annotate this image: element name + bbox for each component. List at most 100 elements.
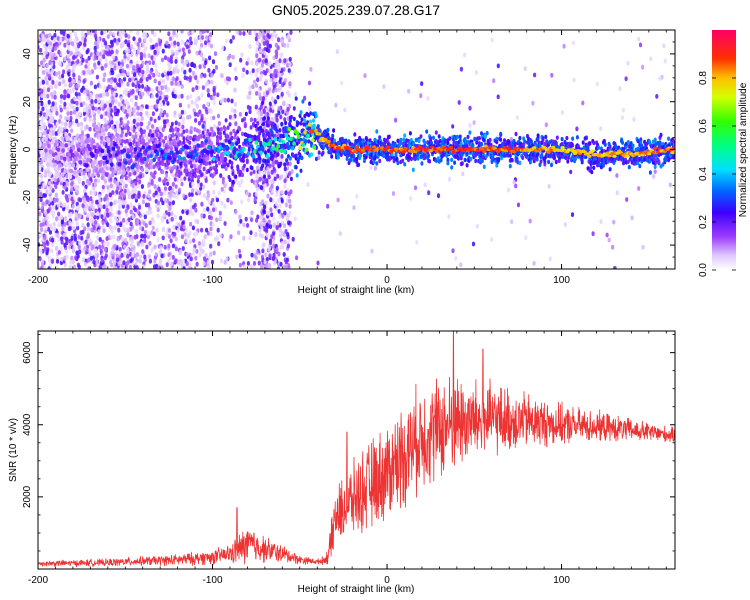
spectrogram-noise-cell (205, 227, 209, 233)
spectrogram-noise-cell (91, 30, 95, 33)
spectrogram-noise-cell (157, 80, 161, 86)
spectrogram-halo-cell (109, 116, 113, 121)
spectrogram-noise-cell (132, 118, 136, 124)
spectrogram-noise-cell (248, 85, 252, 91)
spectrogram-noise-cell (288, 210, 292, 216)
spectrogram-noise-cell (183, 110, 187, 116)
spectrogram-noise-cell (129, 221, 133, 227)
spectrogram-noise-cell (71, 78, 75, 84)
spectrogram-noise-cell (355, 194, 359, 199)
spectrogram-noise-cell (172, 225, 176, 230)
spectrogram-noise-cell (51, 80, 55, 85)
spectrogram-halo-cell (132, 128, 136, 133)
spectrogram-noise-cell (153, 244, 157, 250)
spectrogram-noise-cell (111, 99, 115, 105)
spectrogram-noise-cell (618, 86, 622, 91)
spectrogram-noise-cell (194, 39, 198, 44)
spectrogram-noise-cell (51, 205, 56, 210)
spectrogram-halo-cell (200, 172, 204, 177)
spectrogram-noise-cell (283, 43, 287, 48)
spectrogram-halo-cell (210, 141, 214, 146)
spectrogram-noise-cell (132, 47, 136, 53)
spectrogram-noise-cell (209, 215, 213, 221)
spectrogram-halo-cell (249, 125, 253, 130)
spectrogram-noise-cell (69, 260, 73, 265)
spectrogram-noise-cell (175, 33, 179, 38)
spectrogram-noise-cell (246, 57, 250, 63)
spectrogram-noise-cell (168, 36, 172, 42)
spectrogram-noise-cell (102, 54, 106, 60)
spectrogram-noise-cell (243, 264, 247, 269)
spectrogram-noise-cell (212, 85, 216, 91)
spectrogram-noise-cell (76, 59, 80, 64)
spectrogram-noise-cell (168, 205, 172, 211)
spectrogram-noise-cell (40, 101, 44, 107)
spectrogram-noise-cell (178, 250, 182, 256)
spectrogram-halo-cell (292, 106, 296, 111)
spectrogram-noise-cell (215, 235, 219, 241)
spectrogram-noise-cell (206, 193, 210, 198)
spectrogram-noise-cell (288, 81, 292, 87)
spectrogram-noise-cell (81, 257, 85, 262)
spectrogram-noise-cell (187, 265, 191, 269)
spectrogram-halo-cell (92, 139, 96, 144)
spectrogram-noise-cell (47, 189, 52, 195)
spectrogram-noise-cell (459, 66, 463, 72)
spectrogram-halo-cell (261, 128, 265, 133)
spectrogram-noise-cell (239, 57, 243, 63)
spectrogram-noise-cell (78, 249, 82, 255)
spectrogram-noise-cell (123, 227, 127, 233)
spectrogram-noise-cell (340, 80, 344, 86)
spectrogram-noise-cell (202, 241, 206, 247)
spectrogram-noise-cell (382, 84, 386, 89)
spectrogram-halo-cell (65, 136, 69, 142)
spectrogram-noise-cell (275, 247, 279, 253)
spectrogram-noise-cell (60, 256, 64, 262)
spectrogram-noise-cell (135, 194, 139, 200)
spectrogram-noise-cell (65, 66, 69, 71)
spectrogram-noise-cell (183, 75, 187, 81)
spectrogram-noise-cell (145, 76, 149, 82)
spectrogram-noise-cell (130, 97, 134, 103)
spectrogram-noise-cell (206, 101, 210, 107)
spectrogram-noise-cell (115, 49, 119, 54)
spectrogram-noise-cell (188, 36, 193, 42)
spectrogram-noise-cell (200, 35, 205, 40)
spectrogram-noise-cell (219, 173, 223, 179)
spectrogram-noise-cell (55, 111, 59, 116)
spectrogram-noise-cell (127, 178, 131, 183)
spectrogram-noise-cell (49, 51, 53, 57)
spectrogram-noise-cell (213, 51, 218, 56)
spectrogram-noise-cell (87, 266, 91, 269)
spectrogram-noise-cell (218, 215, 222, 221)
spectrogram-halo-cell (42, 182, 46, 187)
spectrogram-noise-cell (160, 57, 165, 63)
spectrogram-noise-cell (288, 62, 292, 67)
spectrogram-noise-cell (147, 53, 151, 59)
spectrogram-noise-cell (60, 120, 64, 126)
spectrogram-halo-cell (115, 132, 119, 137)
spectrogram-halo-cell (286, 161, 290, 166)
spectrogram-noise-cell (107, 188, 111, 194)
spectrogram-noise-cell (136, 111, 140, 116)
spectrogram-noise-cell (73, 31, 77, 37)
spectrogram-noise-cell (147, 202, 151, 208)
spectrogram-noise-cell (109, 216, 113, 222)
spectrogram-noise-cell (44, 103, 48, 108)
spectrogram-noise-cell (187, 103, 191, 109)
spectrogram-noise-cell (282, 100, 286, 106)
spectrogram-noise-cell (183, 69, 187, 75)
spectrogram-noise-cell (164, 84, 168, 90)
spectrogram-noise-cell (126, 260, 130, 266)
spectrogram-noise-cell (82, 111, 87, 117)
spectrogram-noise-cell (290, 169, 294, 174)
spectrogram-noise-cell (93, 54, 97, 60)
spectrogram-noise-cell (212, 91, 216, 97)
spectrogram-halo-cell (124, 125, 128, 130)
spectrogram-halo-cell (182, 129, 186, 134)
spectrogram-noise-cell (266, 193, 270, 199)
spectrogram-noise-cell (176, 68, 180, 74)
spectrogram-noise-cell (237, 230, 241, 236)
spectrogram-noise-cell (103, 117, 107, 123)
